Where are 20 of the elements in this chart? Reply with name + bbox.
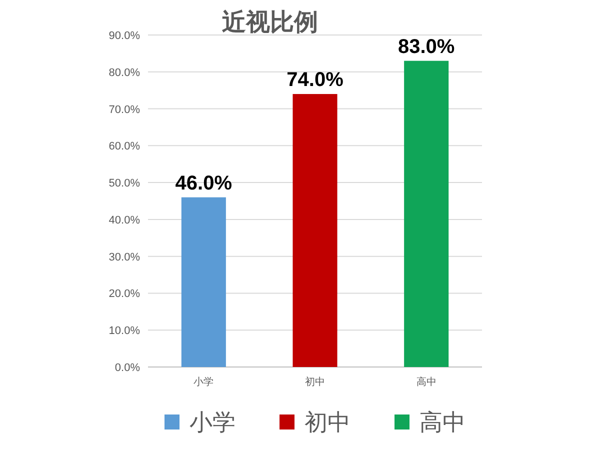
y-tick-label: 40.0% xyxy=(108,214,140,226)
y-tick-label: 10.0% xyxy=(108,325,140,338)
legend-label: 高中 xyxy=(420,409,466,435)
x-tick-label: 小学 xyxy=(194,376,214,388)
y-tick-label: 70.0% xyxy=(108,104,140,116)
x-tick-label: 初中 xyxy=(305,376,325,388)
title: 近视比例 xyxy=(222,9,318,36)
data-label: 74.0% xyxy=(286,69,344,92)
legend-label: 小学 xyxy=(190,409,236,435)
data-label: 83.0% xyxy=(398,36,455,58)
y-tick-label: 50.0% xyxy=(108,178,140,190)
data-label: 46.0% xyxy=(175,172,232,194)
y-tick-label: 20.0% xyxy=(108,288,140,300)
y-tick-label: 60.0% xyxy=(108,140,140,153)
y-tick-label: 80.0% xyxy=(108,66,140,79)
y-tick-label: 0.0% xyxy=(114,362,140,374)
x-tick-label: 高中 xyxy=(416,376,436,388)
y-tick-label: 90.0% xyxy=(108,30,140,42)
legend-label: 初中 xyxy=(304,409,350,435)
y-tick-label: 30.0% xyxy=(108,251,140,264)
